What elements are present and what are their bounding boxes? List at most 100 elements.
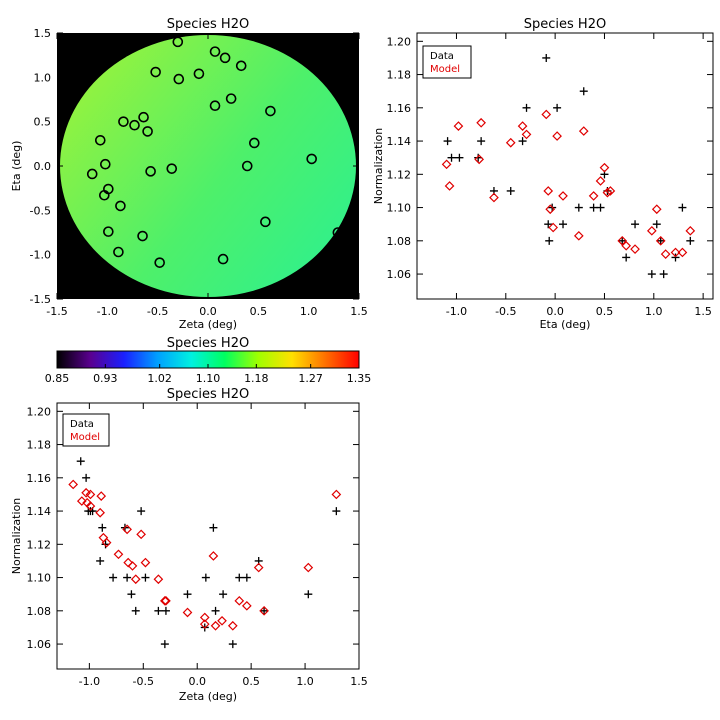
eta-data-point xyxy=(443,137,452,146)
eta-model-point xyxy=(651,204,662,215)
zeta-data-point xyxy=(304,590,313,599)
zeta-data-point xyxy=(127,590,136,599)
colorbar-tick-label: 1.35 xyxy=(347,372,372,385)
zeta-model-point xyxy=(113,549,124,560)
map-x-label: Zeta (deg) xyxy=(179,318,237,331)
eta-points xyxy=(441,53,696,279)
zeta-data-point xyxy=(98,523,107,532)
zeta-model-point xyxy=(96,491,107,501)
zeta-title: Species H2O xyxy=(167,387,249,402)
eta-y-tick-label: 1.14 xyxy=(387,135,412,148)
eta-y-tick-label: 1.08 xyxy=(387,235,412,248)
eta-model-point xyxy=(605,186,616,196)
map-station-marker xyxy=(150,66,161,78)
zeta-data-point xyxy=(219,590,228,599)
map-x-tick-label: 0.0 xyxy=(199,305,217,318)
map-station-marker xyxy=(166,163,178,174)
zeta-legend: Data Model xyxy=(62,413,110,447)
zeta-y-label: Normalization xyxy=(10,498,23,574)
zeta-legend-box xyxy=(62,413,110,447)
map-y-tick-label: -1.5 xyxy=(30,293,51,306)
eta-model-point xyxy=(602,187,613,198)
eta-model-point xyxy=(558,191,568,201)
colorbar-tick-label: 1.10 xyxy=(196,372,221,385)
map-points xyxy=(86,36,344,268)
zeta-model-point xyxy=(153,574,164,585)
zeta-data-point xyxy=(201,573,210,582)
zeta-y-tick-label: 1.08 xyxy=(27,605,52,618)
eta-model-point xyxy=(543,186,554,196)
map-station-marker xyxy=(137,230,148,242)
eta-data-point xyxy=(579,87,588,96)
eta-title: Species H2O xyxy=(524,17,606,32)
zeta-model-point xyxy=(95,507,105,518)
eta-data-point xyxy=(544,220,553,229)
map-station-marker xyxy=(113,246,124,258)
zeta-legend-model: Model xyxy=(70,432,100,443)
map-x-tick-label: 1.0 xyxy=(300,305,318,318)
eta-model-point xyxy=(578,126,589,136)
eta-data-point xyxy=(542,53,551,62)
eta-x-tick-label: 1.5 xyxy=(694,305,712,318)
zeta-y-tick-label: 1.16 xyxy=(27,472,52,485)
map-x-ticks: -1.5 -1.0 -0.5 0.0 0.5 1.0 1.5 xyxy=(46,33,368,318)
zeta-data-point xyxy=(131,606,140,615)
eta-model-point xyxy=(646,225,657,236)
map-station-marker xyxy=(103,226,114,237)
eta-x-tick-label: 0.0 xyxy=(546,305,564,318)
zeta-y-tick-label: 1.18 xyxy=(27,439,52,452)
map-station-marker xyxy=(260,216,271,228)
map-station-marker xyxy=(138,111,149,123)
eta-model-point xyxy=(489,192,499,203)
map-station-marker xyxy=(115,200,126,212)
eta-legend-data: Data xyxy=(430,51,454,62)
zeta-model-point xyxy=(253,562,264,573)
zeta-model-point xyxy=(122,524,132,535)
map-x-tick-label: -1.0 xyxy=(97,305,118,318)
map-station-marker xyxy=(172,36,184,48)
eta-model-point xyxy=(655,235,666,246)
eta-data-point xyxy=(622,253,631,262)
eta-data-point xyxy=(678,203,687,212)
eta-data-point xyxy=(545,236,554,245)
map-x-tick-label: 1.5 xyxy=(350,305,368,318)
zeta-model-point xyxy=(234,595,245,606)
eta-data-point xyxy=(553,103,562,112)
map-station-marker xyxy=(217,253,229,265)
map-station-marker xyxy=(193,68,205,80)
eta-panel: Species H2O -1.0 -0.5 0.0 0.5 1.0 1.5 1.061.0… xyxy=(372,17,714,331)
map-y-ticks: -1.5 -1.0 -0.5 0.0 0.5 1.0 1.5 xyxy=(30,27,359,306)
zeta-legend-data: Data xyxy=(70,419,94,430)
zeta-model-point xyxy=(161,595,171,606)
eta-y-label: Normalization xyxy=(372,128,385,204)
zeta-x-tick-label: 0.5 xyxy=(242,675,260,688)
zeta-points xyxy=(68,457,342,649)
eta-model-point xyxy=(545,204,556,215)
zeta-x-tick-label: -1.0 xyxy=(79,675,100,688)
map-station-marker xyxy=(225,93,237,104)
map-station-marker xyxy=(154,257,165,268)
zeta-x-tick-label: -0.5 xyxy=(133,675,154,688)
colorbar-tick-label: 1.02 xyxy=(147,372,172,385)
zeta-data-point xyxy=(160,640,169,649)
colorbar-tick-label: 1.18 xyxy=(244,372,269,385)
colorbar-tick-label: 0.85 xyxy=(45,372,70,385)
zeta-model-point xyxy=(68,479,79,490)
zeta-plot-frame xyxy=(56,402,360,670)
zeta-x-tick-label: 1.5 xyxy=(350,675,368,688)
eta-model-point xyxy=(660,249,671,259)
zeta-data-point xyxy=(137,507,146,516)
eta-data-point xyxy=(656,236,665,245)
eta-model-point xyxy=(670,247,681,258)
eta-model-point xyxy=(588,191,599,201)
eta-y-tick-label: 1.10 xyxy=(387,202,412,215)
eta-legend-model: Model xyxy=(430,64,460,75)
map-station-marker xyxy=(99,189,110,201)
map-station-marker xyxy=(209,100,221,112)
zeta-data-point xyxy=(260,606,269,615)
zeta-model-point xyxy=(127,561,138,571)
zeta-data-point xyxy=(211,606,220,615)
map-station-marker xyxy=(265,105,276,117)
map-y-tick-label: -0.5 xyxy=(30,204,51,217)
map-y-tick-label: -1.0 xyxy=(30,249,51,262)
